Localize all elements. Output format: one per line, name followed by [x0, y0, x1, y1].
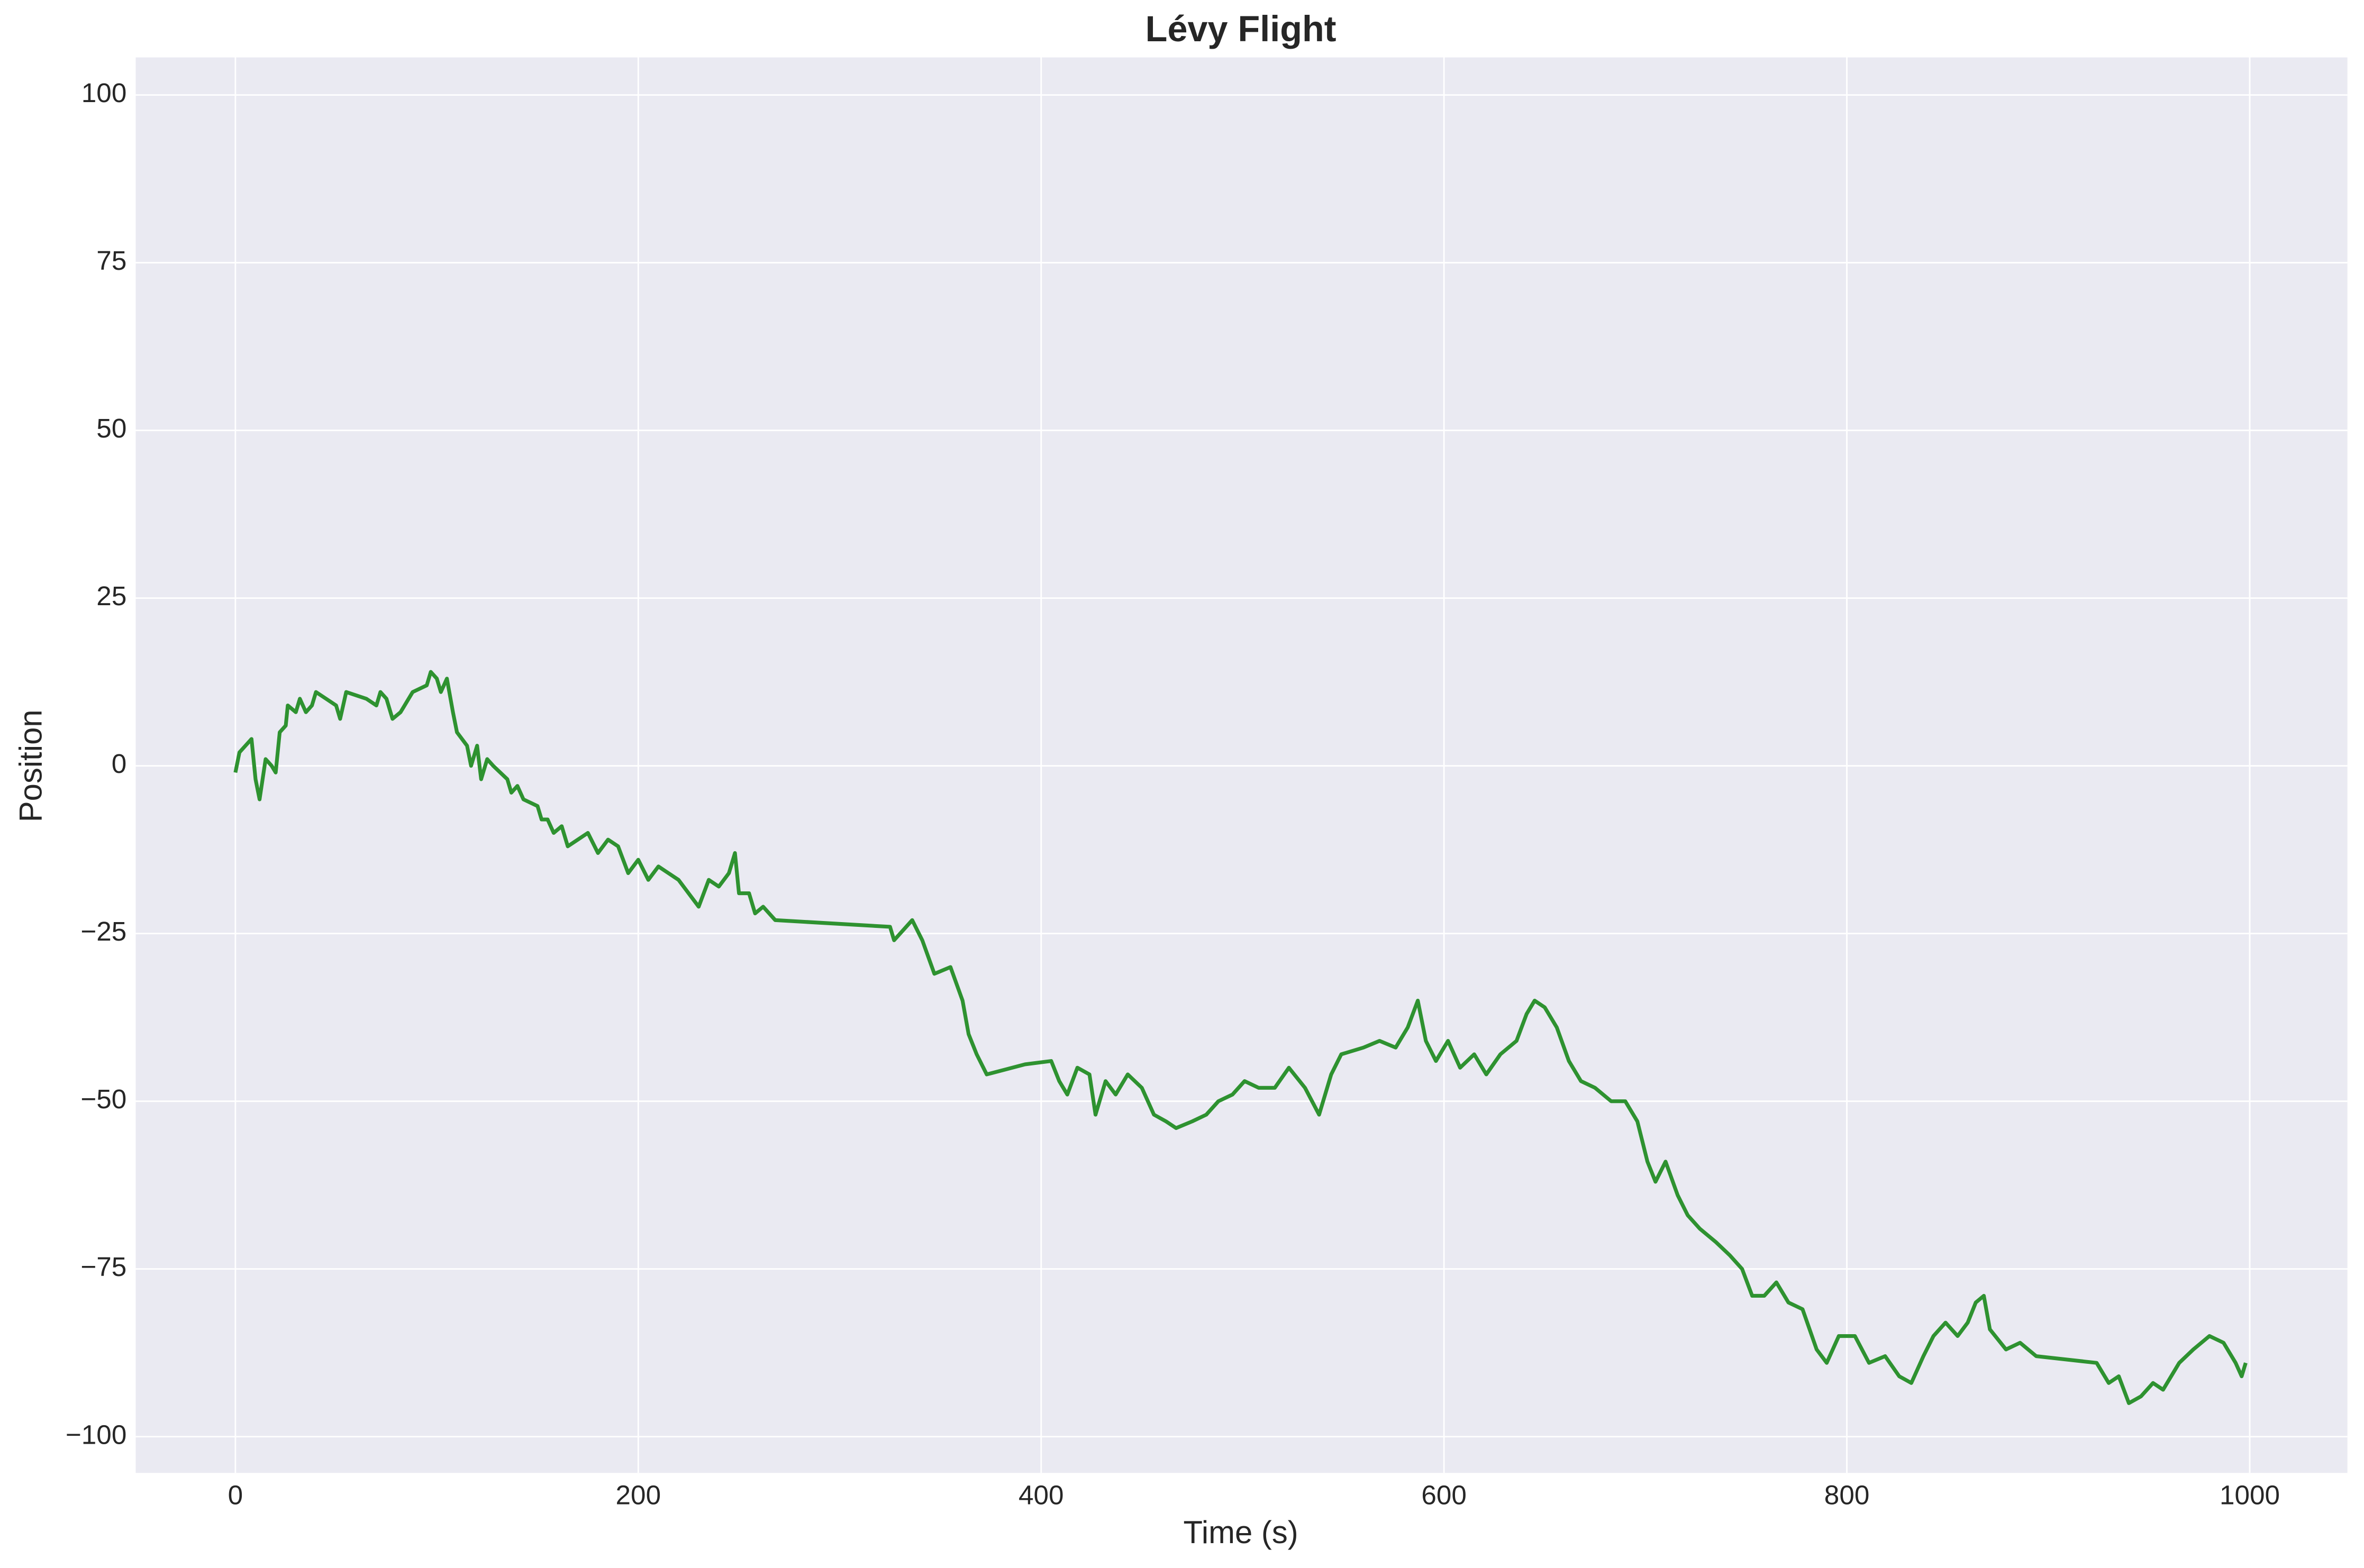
y-tick-label: −50 [80, 1084, 126, 1114]
chart-title: Lévy Flight [1145, 9, 1336, 49]
y-axis-label: Position [13, 709, 49, 822]
x-tick-label: 0 [228, 1480, 243, 1510]
x-tick-label: 1000 [2220, 1480, 2280, 1510]
y-tick-label: 100 [81, 78, 127, 108]
x-tick-label: 600 [1421, 1480, 1467, 1510]
y-tick-label: −100 [66, 1419, 127, 1450]
x-axis-label: Time (s) [1184, 1515, 1298, 1550]
x-tick-label: 400 [1019, 1480, 1064, 1510]
y-tick-label: −75 [80, 1252, 126, 1282]
data-line [233, 670, 2248, 1405]
y-tick-label: 50 [96, 413, 126, 443]
y-tick-label: −25 [80, 916, 126, 946]
x-tick-label: 800 [1824, 1480, 1870, 1510]
y-tick-label: 0 [112, 749, 127, 779]
y-tick-label: 75 [96, 245, 126, 276]
x-tick-label: 200 [616, 1480, 661, 1510]
y-tick-label: 25 [96, 581, 126, 611]
